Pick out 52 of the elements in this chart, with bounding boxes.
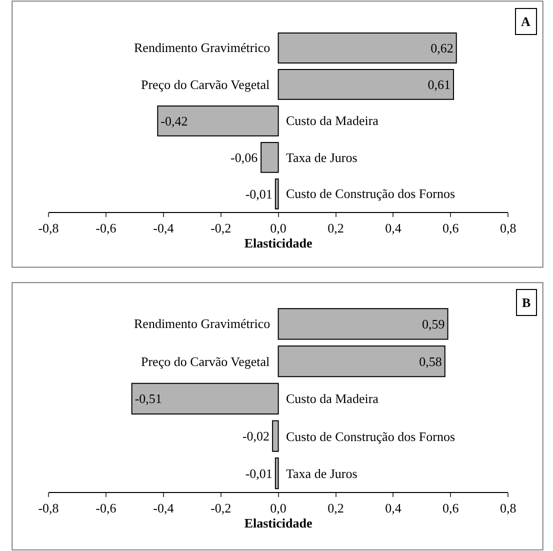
x-tick-label: 0,6 — [442, 220, 460, 236]
data-label: -0,51 — [134, 391, 162, 406]
category-label: Custo da Madeira — [286, 391, 378, 406]
x-tick-label: 0,8 — [500, 220, 516, 236]
text: A — [521, 14, 531, 29]
x-tick-label: 0,4 — [385, 220, 402, 236]
x-tick-label: 0,0 — [270, 220, 286, 236]
category-label: Taxa de Juros — [286, 150, 358, 165]
x-tick-label: -0,4 — [153, 500, 174, 516]
category-label: Preço do Carvão Vegetal — [141, 77, 270, 92]
x-tick-label: 0,0 — [270, 500, 286, 516]
x-tick-label: 0,6 — [442, 500, 460, 516]
x-tick-label: 0,2 — [328, 500, 344, 516]
bar — [278, 32, 457, 64]
x-tick-label: -0,2 — [210, 220, 232, 236]
x-tick-label: 0,4 — [385, 500, 402, 516]
category-label: Taxa de Juros — [286, 466, 358, 481]
data-label: -0,01 — [245, 466, 272, 481]
x-tick-label: -0,8 — [38, 500, 59, 516]
data-label: 0,58 — [419, 354, 442, 369]
text: B — [522, 295, 531, 310]
x-axis-title: Elasticidade — [244, 516, 312, 531]
x-tick-label: -0,6 — [96, 220, 117, 236]
x-tick-label: -0,6 — [96, 500, 117, 516]
bar — [278, 69, 454, 100]
bar — [157, 105, 279, 136]
bar — [272, 420, 279, 452]
category-label: Rendimento Gravimétrico — [134, 40, 270, 55]
bar — [131, 382, 279, 414]
data-label: 0,61 — [428, 76, 451, 92]
x-tick-label: -0,4 — [153, 220, 174, 236]
x-tick-label: -0,2 — [210, 500, 232, 516]
bar — [278, 345, 446, 378]
x-tick-label: 0,8 — [500, 500, 516, 516]
data-label: -0,01 — [245, 186, 272, 202]
data-label: -0,02 — [242, 428, 270, 444]
category-label: Custo de Construção dos Fornos — [286, 429, 455, 444]
data-label: 0,59 — [422, 316, 445, 332]
x-tick-label: -0,8 — [38, 220, 59, 236]
category-label: Preço do Carvão Vegetal — [141, 354, 270, 369]
data-label: -0,06 — [230, 150, 258, 165]
bar — [274, 458, 279, 490]
category-label: Custo da Madeira — [286, 113, 378, 128]
x-axis-title: Elasticidade — [244, 236, 312, 251]
bar — [260, 142, 279, 173]
bar — [274, 178, 279, 210]
data-label: 0,62 — [430, 40, 454, 56]
x-tick-label: 0,2 — [328, 220, 344, 236]
category-label: Custo de Construção dos Fornos — [286, 186, 455, 201]
bar — [278, 308, 448, 340]
category-label: Rendimento Gravimétrico — [134, 316, 270, 331]
data-label: -0,42 — [160, 113, 188, 128]
